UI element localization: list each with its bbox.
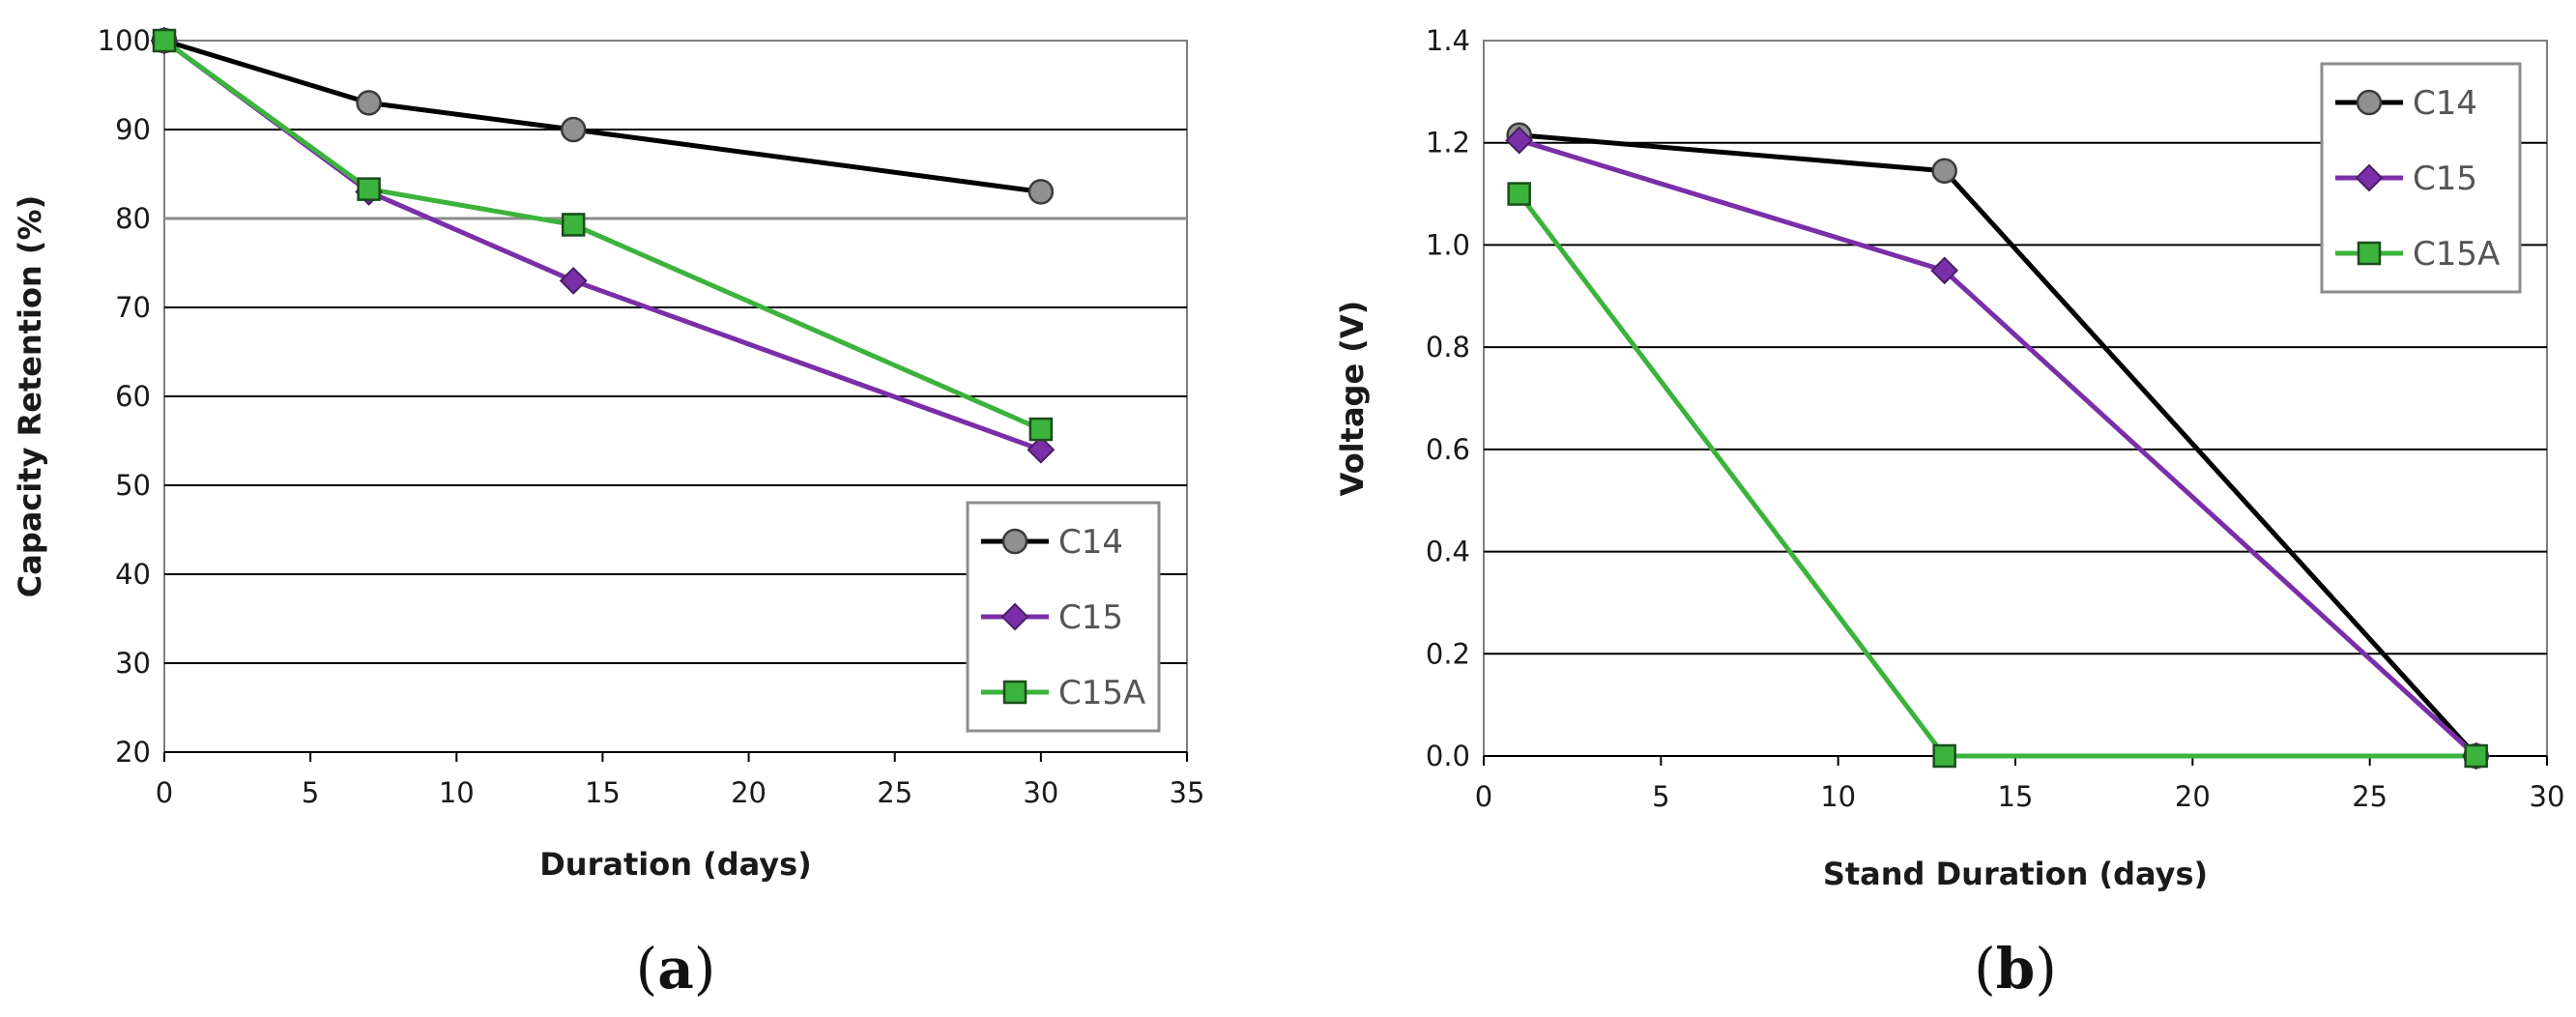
x-tick-label: 5 xyxy=(302,776,319,809)
y-tick-label: 1.2 xyxy=(1426,127,1470,160)
legend-marker-c14 xyxy=(2356,89,2383,116)
series-line-c14 xyxy=(163,38,1042,194)
data-point-c15a xyxy=(1028,417,1054,442)
x-tick-label: 0 xyxy=(156,776,173,809)
data-point-c15a xyxy=(152,28,177,53)
y-tick-label: 0.4 xyxy=(1426,536,1470,568)
legend-label-c15: C15 xyxy=(1058,598,1123,637)
x-tick-label: 10 xyxy=(439,776,475,809)
legend-label-c15: C15 xyxy=(2413,160,2477,198)
y-tick-label: 90 xyxy=(115,113,151,146)
chart-b: 0.0 0.2 0.4 0.6 0.8 1.0 1.2 1.4 0 5 10 15 20 25 30 Stan… xyxy=(1334,24,2564,1002)
y-tick-label: 0.8 xyxy=(1426,331,1470,363)
x-tick-label: 5 xyxy=(1652,780,1669,813)
chart-a: 20 30 40 50 60 70 80 90 100 0 5 10 15 20 25 30 35 Duratio… xyxy=(12,24,1204,1002)
y-tick-label: 60 xyxy=(115,380,151,413)
x-tick-label: 25 xyxy=(877,776,912,809)
legend-marker-c15a xyxy=(2357,241,2382,266)
y-axis-title: Capacity Retention (%) xyxy=(12,195,48,597)
y-tick-label: 20 xyxy=(115,736,151,769)
x-tick-label: 20 xyxy=(2175,780,2211,813)
y-tick-label: 70 xyxy=(115,291,151,324)
data-point-c14 xyxy=(1028,179,1055,205)
legend-label-c14: C14 xyxy=(1058,523,1123,562)
data-point-c14 xyxy=(1931,158,1957,185)
x-tick-label: 10 xyxy=(1820,780,1856,813)
data-point-c14 xyxy=(560,116,587,143)
x-axis-title: Duration (days) xyxy=(539,846,812,883)
x-tick-label: 15 xyxy=(585,776,621,809)
data-point-c15a xyxy=(357,177,381,201)
data-point-c15 xyxy=(559,266,588,295)
y-tick-label: 40 xyxy=(115,558,151,591)
y-tick-label: 1.0 xyxy=(1426,228,1470,261)
y-tick-label: 0.2 xyxy=(1426,637,1470,670)
panel-label: (b) xyxy=(1974,936,2057,1002)
data-point-c14 xyxy=(356,90,382,116)
data-point-c15 xyxy=(1027,435,1056,464)
x-tick-label: 15 xyxy=(1998,780,2034,813)
legend-marker-c15a xyxy=(1002,680,1028,705)
data-point-c15 xyxy=(1930,256,1959,285)
panel-label: (a) xyxy=(636,936,716,1002)
x-tick-label: 25 xyxy=(2352,780,2388,813)
y-tick-label: 1.4 xyxy=(1426,24,1470,57)
x-tick-label: 20 xyxy=(731,776,767,809)
x-tick-label: 30 xyxy=(2530,780,2565,813)
data-point-c15a xyxy=(2464,743,2488,769)
legend-label-c15a: C15A xyxy=(1058,674,1145,712)
data-point-c15a xyxy=(1507,182,1531,206)
legend-marker-c15 xyxy=(1000,602,1029,631)
legend-label-c14: C14 xyxy=(2413,84,2477,123)
data-point-c15a xyxy=(561,213,586,237)
data-point-c15a xyxy=(1932,743,1956,769)
y-tick-label: 30 xyxy=(115,647,151,680)
y-tick-label: 0.6 xyxy=(1426,433,1470,466)
legend-label-c15a: C15A xyxy=(2413,235,2500,274)
legend-marker-c15 xyxy=(2355,163,2384,192)
series-line-c15a xyxy=(162,38,1042,432)
x-axis-title: Stand Duration (days) xyxy=(1823,856,2208,892)
y-tick-label: 80 xyxy=(115,202,151,235)
x-tick-label: 0 xyxy=(1475,780,1492,813)
legend-marker-c14 xyxy=(1001,528,1028,555)
y-tick-label: 100 xyxy=(98,24,151,57)
x-tick-label: 35 xyxy=(1170,776,1205,809)
y-tick-label: 0.0 xyxy=(1426,740,1470,772)
y-axis-title: Voltage (V) xyxy=(1334,301,1371,497)
y-tick-label: 50 xyxy=(115,469,151,502)
x-tick-label: 30 xyxy=(1023,776,1058,809)
data-point-c15 xyxy=(1505,126,1534,155)
